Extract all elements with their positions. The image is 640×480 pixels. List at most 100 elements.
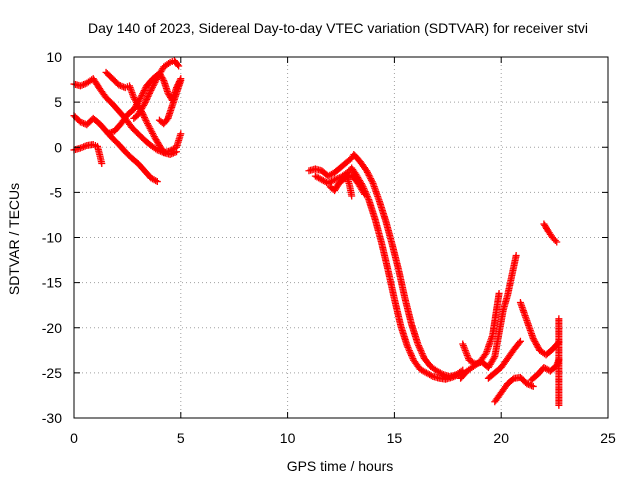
data-point [80, 143, 88, 151]
data-point [141, 98, 149, 106]
data-point [145, 91, 153, 99]
data-point [553, 238, 561, 246]
y-tick-label: -15 [42, 275, 62, 291]
data-point [515, 339, 523, 347]
x-tick-label: 25 [600, 430, 616, 446]
data-point [363, 167, 371, 175]
data-point [490, 354, 498, 362]
data-point [366, 173, 374, 181]
data-track [484, 337, 524, 382]
data-point [142, 97, 150, 105]
data-point [415, 343, 423, 351]
data-track [155, 76, 185, 128]
data-point [148, 85, 156, 93]
y-tick-label: -10 [42, 230, 62, 246]
grid-layer [74, 57, 608, 418]
y-axis-label: SDTVAR / TECUs [6, 183, 22, 295]
chart-title: Day 140 of 2023, Sidereal Day-to-day VTE… [88, 20, 588, 36]
data-track [343, 174, 356, 200]
x-tick-label: 5 [177, 430, 185, 446]
y-tick-label: 5 [54, 94, 62, 110]
data-point [148, 83, 156, 91]
data-point [407, 351, 415, 359]
data-point [141, 115, 149, 123]
data-point [555, 401, 563, 409]
data-point [418, 350, 426, 358]
data-point [165, 60, 173, 68]
data-point [512, 252, 520, 260]
data-point [81, 142, 89, 150]
data-point [524, 380, 532, 388]
data-point [403, 342, 411, 350]
data-point [152, 177, 160, 185]
y-tick-label: -5 [50, 184, 63, 200]
tick-layer: 0 5 10 15 20 25 10 5 0 -5 -10 -15 -20 -25 -30 [42, 49, 616, 446]
data-point [98, 159, 106, 167]
data-track [491, 373, 537, 406]
data-point [453, 371, 461, 379]
data-point [360, 190, 368, 198]
data-point [404, 343, 412, 351]
data-point [140, 101, 148, 109]
data-point [106, 129, 114, 137]
data-point [177, 130, 185, 138]
x-tick-label: 10 [280, 430, 296, 446]
data-point [419, 351, 427, 359]
data-layer [70, 57, 563, 409]
data-point [144, 92, 152, 100]
data-point [364, 170, 372, 178]
data-point [405, 345, 413, 353]
data-point [76, 82, 84, 90]
data-point [363, 168, 371, 176]
data-point [407, 350, 415, 358]
data-point [348, 192, 356, 200]
data-point [415, 342, 423, 350]
data-point [408, 353, 416, 361]
data-point [159, 75, 167, 83]
data-point [526, 381, 534, 389]
data-point [448, 373, 456, 381]
data-point [143, 95, 151, 103]
data-point [417, 346, 425, 354]
data-track [311, 164, 462, 383]
data-point [367, 176, 375, 184]
y-tick-label: -30 [42, 410, 62, 426]
data-track [540, 220, 561, 246]
data-point [414, 340, 422, 348]
y-tick-label: -25 [42, 365, 62, 381]
data-point [151, 78, 159, 86]
data-point [104, 130, 112, 138]
y-tick-label: -20 [42, 320, 62, 336]
data-point [368, 178, 376, 186]
data-point [143, 94, 151, 102]
data-point [141, 85, 149, 93]
data-point [529, 382, 537, 390]
y-tick-label: 10 [46, 49, 62, 65]
data-point [417, 348, 425, 356]
data-track [130, 57, 183, 122]
data-track [70, 75, 181, 158]
data-point [406, 348, 414, 356]
data-point [136, 95, 144, 103]
data-point [149, 82, 157, 90]
data-point [107, 128, 115, 136]
data-point [138, 91, 146, 99]
data-point [416, 345, 424, 353]
data-point [115, 81, 123, 89]
data-point [76, 118, 84, 126]
data-point [153, 178, 161, 186]
data-point [145, 89, 153, 97]
data-point [365, 171, 373, 179]
data-point [523, 380, 531, 388]
data-point [495, 289, 503, 297]
data-point [481, 351, 489, 359]
data-point [76, 144, 84, 152]
y-tick-label: 0 [54, 139, 62, 155]
data-point [332, 175, 340, 183]
data-point [334, 174, 342, 182]
data-point [139, 88, 147, 96]
data-track [457, 289, 503, 382]
data-point [175, 62, 183, 70]
data-point [367, 175, 375, 183]
